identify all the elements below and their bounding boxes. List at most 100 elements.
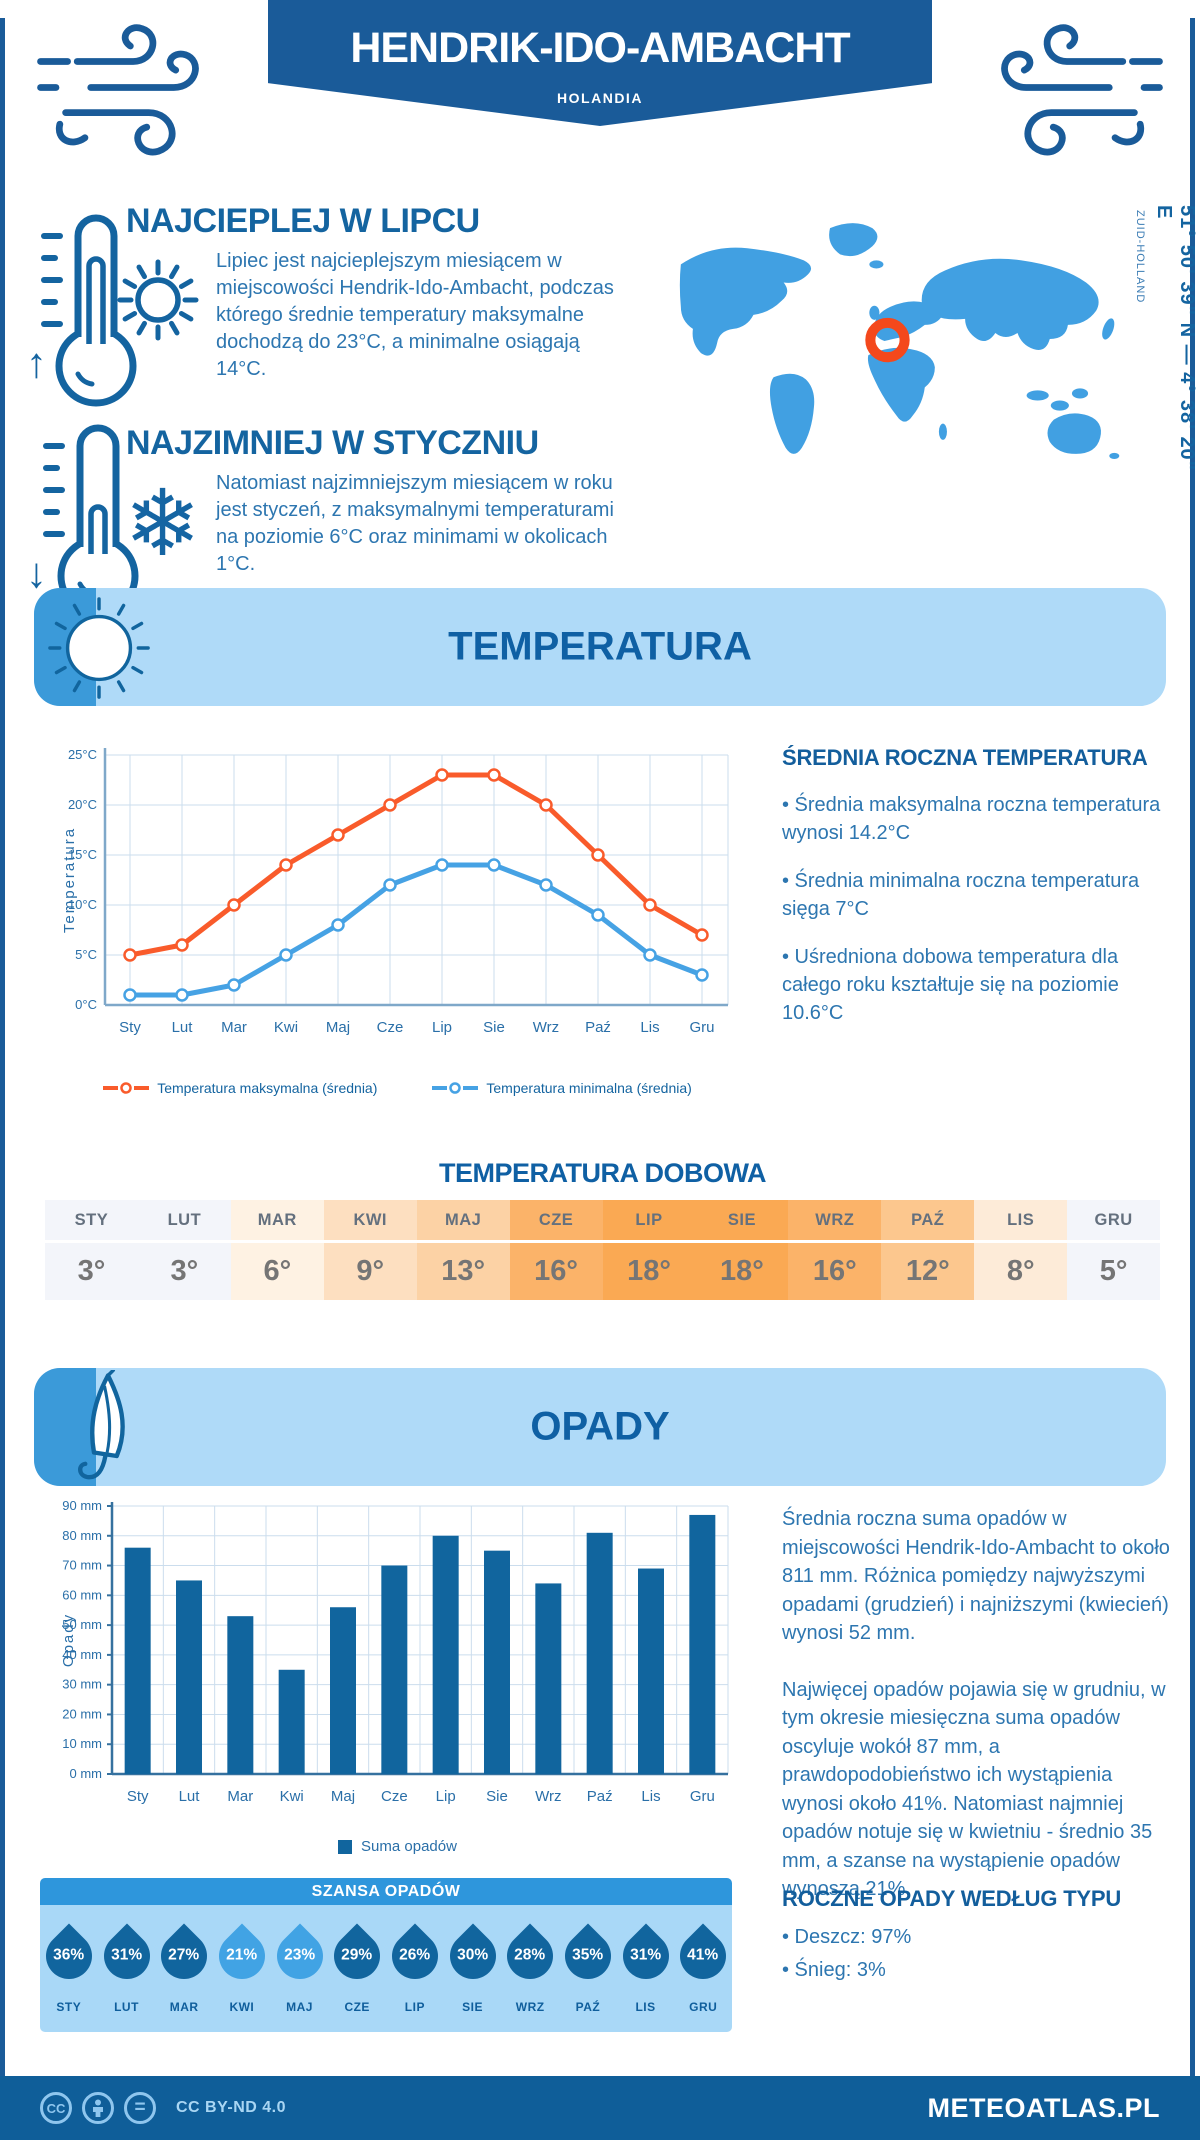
sun-icon <box>116 258 200 347</box>
annual-temperature-block: ŚREDNIA ROCZNA TEMPERATURA • Średnia mak… <box>782 745 1170 1027</box>
svg-text:Gru: Gru <box>689 1019 714 1036</box>
annual-temperature-heading: ŚREDNIA ROCZNA TEMPERATURA <box>782 745 1148 770</box>
daily-temp-value: 16° <box>812 1255 857 1287</box>
temperature-chart-legend: Temperatura maksymalna (średnia) Tempera… <box>60 1080 735 1096</box>
svg-text:Lis: Lis <box>641 1788 660 1805</box>
annual-temp-bullet: • Średnia maksymalna roczna temperatura … <box>782 794 1161 844</box>
chance-month: PAŹ <box>575 2000 601 2014</box>
chance-month: MAJ <box>286 2000 313 2014</box>
region-label: ZUID-HOLLAND <box>1134 210 1146 304</box>
daily-temp-column: MAJ 13° <box>416 1200 510 1300</box>
svg-text:Mar: Mar <box>227 1788 253 1805</box>
daily-temp-column: PAŹ 12° <box>881 1200 975 1300</box>
svg-text:Lut: Lut <box>172 1019 194 1036</box>
drop-icon: 23% <box>266 1923 333 1989</box>
daily-temp-column: LIP 18° <box>602 1200 696 1300</box>
svg-text:Cze: Cze <box>377 1019 404 1036</box>
svg-text:Paź: Paź <box>585 1019 611 1036</box>
cc-icon: CC <box>40 2092 72 2124</box>
chance-month: WRZ <box>515 2000 545 2014</box>
chance-percent: 26% <box>399 1947 431 1964</box>
precipitation-chance-item: 36% STY <box>36 1918 102 2014</box>
precipitation-chance-item: 35% PAŹ <box>555 1918 621 2014</box>
chance-month: LIS <box>635 2000 656 2014</box>
drop-icon: 30% <box>440 1923 506 1989</box>
chance-month: SIE <box>462 2000 483 2014</box>
svg-text:0 mm: 0 mm <box>70 1766 103 1781</box>
precipitation-section-banner: OPADY <box>34 1368 1166 1486</box>
svg-text:Temperatura: Temperatura <box>61 827 78 933</box>
precipitation-chance-drops: 36% STY 31% LUT 27% MAR 21% KWI 23% MAJ 29% CZE 26% L… <box>36 1905 736 2014</box>
precipitation-types-heading: ROCZNE OPADY WEDŁUG TYPU <box>782 1886 1122 1911</box>
daily-temp-value: 13° <box>441 1255 486 1287</box>
svg-text:10°C: 10°C <box>68 897 97 912</box>
precipitation-bar <box>124 1547 151 1774</box>
daily-temp-column: CZE 16° <box>509 1200 603 1300</box>
daily-temp-value: 3° <box>170 1255 199 1287</box>
chance-percent: 41% <box>687 1947 719 1964</box>
svg-text:Wrz: Wrz <box>535 1788 561 1805</box>
daily-temp-value: 8° <box>1006 1255 1035 1287</box>
daily-temp-column: GRU 5° <box>1067 1200 1161 1300</box>
precipitation-chance-header: SZANSA OPADÓW <box>40 1878 732 1905</box>
precipitation-chance-item: 41% GRU <box>670 1918 736 2014</box>
chance-month: LUT <box>114 2000 139 2014</box>
daily-temp-column: WRZ 16° <box>788 1200 882 1300</box>
svg-text:Lis: Lis <box>640 1019 659 1036</box>
daily-temp-column: KWI 9° <box>323 1200 417 1300</box>
drop-icon: 41% <box>670 1923 736 1989</box>
daily-temp-value: 18° <box>719 1255 764 1287</box>
precipitation-bar <box>381 1565 408 1774</box>
daily-temperature-title: TEMPERATURA DOBOWA <box>439 1158 766 1188</box>
precipitation-bar <box>586 1532 613 1774</box>
svg-text:30 mm: 30 mm <box>62 1677 102 1692</box>
precipitation-bar <box>330 1607 356 1774</box>
svg-text:Lip: Lip <box>432 1019 452 1036</box>
arrow-up-icon: ↑ <box>26 339 47 386</box>
precipitation-summary-1: Średnia roczna suma opadów w miejscowośc… <box>782 1508 1170 1644</box>
daily-temp-month: PAŹ <box>881 1200 975 1243</box>
svg-text:10 mm: 10 mm <box>62 1736 102 1751</box>
precipitation-legend-label: Suma opadów <box>361 1838 457 1855</box>
daily-temp-month: LIP <box>602 1200 696 1243</box>
daily-temp-value: 9° <box>356 1255 385 1287</box>
svg-text:Wrz: Wrz <box>533 1019 559 1036</box>
header-banner: HENDRIK-IDO-AMBACHT HOLANDIA <box>268 0 932 126</box>
daily-temp-month: STY <box>45 1200 138 1243</box>
location-marker-icon <box>865 317 910 363</box>
svg-text:Cze: Cze <box>381 1788 408 1805</box>
drop-icon: 31% <box>93 1923 160 1989</box>
wind-icon <box>28 18 223 163</box>
daily-temp-value: 5° <box>1099 1255 1128 1287</box>
chance-month: CZE <box>344 2000 370 2014</box>
chance-month: LIP <box>404 2000 425 2014</box>
precipitation-bar <box>176 1580 202 1774</box>
drop-icon: 36% <box>36 1923 102 1989</box>
chance-percent: 35% <box>572 1947 604 1964</box>
svg-text:Maj: Maj <box>326 1019 350 1036</box>
footer-bar: CC = CC BY-ND 4.0 METEOATLAS.PL <box>0 2076 1200 2140</box>
left-border-line <box>0 18 5 2076</box>
daily-temp-month: SIE <box>695 1200 789 1243</box>
svg-text:90 mm: 90 mm <box>62 1498 102 1513</box>
precipitation-types-block: ROCZNE OPADY WEDŁUG TYPU • Deszcz: 97% •… <box>782 1886 1172 1984</box>
site-label: METEOATLAS.PL <box>927 2092 1160 2123</box>
precipitation-chance-item: 28% WRZ <box>497 1918 563 2014</box>
svg-text:Kwi: Kwi <box>274 1019 298 1036</box>
svg-text:40 mm: 40 mm <box>62 1647 102 1662</box>
country-label: HOLANDIA <box>557 90 643 106</box>
warmest-text: Lipiec jest najcieplejszym miesiącem w m… <box>216 250 614 380</box>
precipitation-chance-item: 23% MAJ <box>266 1918 333 2014</box>
daily-temp-value: 6° <box>263 1255 292 1287</box>
chance-percent: 29% <box>341 1947 373 1964</box>
coldest-heading: NAJZIMNIEJ W STYCZNIU <box>126 424 539 462</box>
precipitation-chance-item: 31% LIS <box>613 1918 679 2014</box>
svg-text:70 mm: 70 mm <box>62 1558 102 1573</box>
precipitation-chance-item: 26% LIP <box>382 1918 448 2014</box>
precipitation-chart-legend: Suma opadów <box>60 1838 735 1855</box>
daily-temperature-table: STY 3° LUT 3° MAR 6° KWI 9° MAJ 13° CZE 16° LIP 18° SI… <box>45 1200 1161 1300</box>
svg-text:Opady: Opady <box>60 1613 77 1667</box>
license-label: CC BY-ND 4.0 <box>176 2099 287 2116</box>
snowflake-icon: ❄ <box>124 473 202 575</box>
daily-temp-month: MAJ <box>416 1200 510 1243</box>
